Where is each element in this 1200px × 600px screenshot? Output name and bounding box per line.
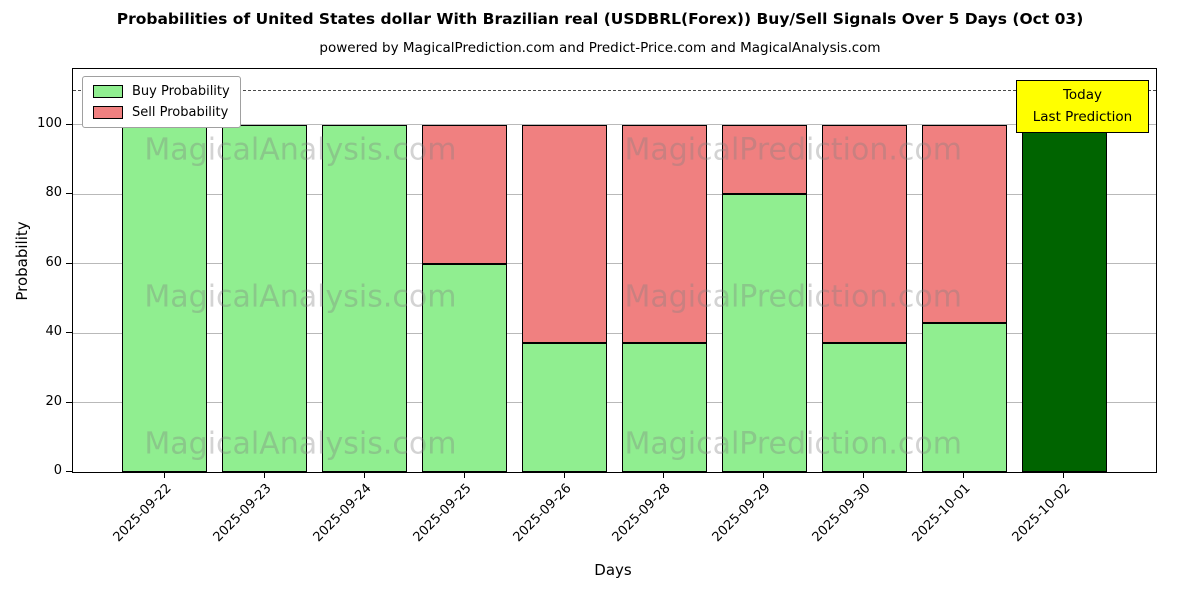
legend-swatch-buy bbox=[93, 85, 123, 98]
plot-area: MagicalAnalysis.com MagicalPrediction.com… bbox=[72, 68, 1157, 473]
y-tick-mark bbox=[66, 262, 72, 264]
y-tick-label: 0 bbox=[53, 463, 62, 478]
bar-segment-sell bbox=[422, 124, 508, 264]
gridline bbox=[73, 124, 1156, 126]
x-tick-mark bbox=[463, 472, 465, 478]
x-tick-label: 2025-09-23 bbox=[210, 481, 275, 546]
watermark-text: MagicalAnalysis.com bbox=[144, 426, 457, 462]
y-tick-mark bbox=[66, 123, 72, 125]
gridline bbox=[73, 332, 1156, 334]
x-tick-label: 2025-09-26 bbox=[510, 481, 575, 546]
bar-segment-sell bbox=[621, 124, 707, 344]
y-tick-mark bbox=[66, 471, 72, 472]
bar-segment-buy bbox=[422, 263, 508, 472]
legend-item-buy: Buy Probability bbox=[93, 84, 230, 99]
x-tick-label: 2025-09-22 bbox=[110, 481, 175, 546]
annotation-line-2: Last Prediction bbox=[1032, 108, 1133, 125]
watermark-text: MagicalAnalysis.com bbox=[144, 279, 457, 315]
legend-label-buy: Buy Probability bbox=[132, 84, 230, 99]
y-tick-label: 100 bbox=[37, 115, 62, 131]
x-tick-label: 2025-09-30 bbox=[809, 481, 874, 546]
x-tick-label: 2025-10-01 bbox=[909, 481, 974, 546]
watermark-text: MagicalPrediction.com bbox=[624, 279, 962, 315]
chart-subtitle: powered by MagicalPrediction.com and Pre… bbox=[319, 40, 881, 56]
legend-swatch-sell bbox=[93, 106, 123, 119]
bar-segment-buy bbox=[322, 124, 408, 472]
y-tick-label: 60 bbox=[45, 254, 62, 270]
y-tick-mark bbox=[66, 401, 72, 403]
x-tick-mark bbox=[863, 472, 865, 478]
gridline bbox=[73, 193, 1156, 195]
bar-segment-buy bbox=[721, 194, 807, 472]
legend-item-sell: Sell Probability bbox=[93, 105, 230, 120]
x-tick-mark bbox=[263, 472, 265, 478]
bar-segment-buy bbox=[1021, 124, 1107, 472]
x-tick-mark bbox=[1063, 472, 1065, 478]
bar-segment-buy bbox=[621, 343, 707, 472]
bar-segment-buy bbox=[921, 322, 1007, 472]
x-tick-mark bbox=[163, 472, 165, 478]
chart-title: Probabilities of United States dollar Wi… bbox=[116, 10, 1084, 28]
x-tick-label: 2025-09-24 bbox=[310, 481, 375, 546]
y-tick-label: 40 bbox=[45, 324, 62, 340]
x-tick-label: 2025-10-02 bbox=[1009, 481, 1074, 546]
x-tick-label: 2025-09-28 bbox=[610, 481, 675, 546]
x-tick-label: 2025-09-29 bbox=[709, 481, 775, 546]
today-annotation: Today Last Prediction bbox=[1016, 80, 1149, 134]
y-tick-mark bbox=[66, 332, 72, 334]
gridline bbox=[73, 263, 1156, 265]
annotation-line-1: Today bbox=[1062, 87, 1103, 103]
bar-segment-buy bbox=[821, 343, 907, 472]
bar-segment-sell bbox=[522, 124, 607, 344]
watermark-text: MagicalPrediction.com bbox=[624, 132, 962, 168]
x-tick-label: 2025-09-25 bbox=[410, 481, 475, 546]
bar-segment-sell bbox=[821, 124, 907, 344]
watermark-text: MagicalPrediction.com bbox=[624, 426, 962, 462]
x-tick-mark bbox=[763, 472, 765, 478]
x-tick-mark bbox=[563, 472, 565, 478]
x-tick-mark bbox=[663, 472, 665, 478]
threshold-line bbox=[73, 89, 1156, 91]
y-tick-mark bbox=[66, 193, 72, 195]
x-axis-label: Days bbox=[594, 561, 632, 579]
legend: Buy Probability Sell Probability bbox=[82, 76, 241, 128]
bar-segment-sell bbox=[921, 124, 1007, 323]
watermark-text: MagicalAnalysis.com bbox=[144, 132, 457, 168]
legend-label-sell: Sell Probability bbox=[132, 105, 229, 120]
y-tick-label: 20 bbox=[45, 393, 62, 409]
bar-segment-sell bbox=[721, 124, 807, 195]
gridline bbox=[73, 402, 1156, 404]
bar-segment-buy bbox=[222, 124, 308, 472]
x-tick-mark bbox=[963, 472, 965, 478]
y-tick-label: 80 bbox=[45, 185, 62, 201]
x-tick-mark bbox=[363, 472, 365, 478]
bar-segment-buy bbox=[522, 343, 607, 472]
